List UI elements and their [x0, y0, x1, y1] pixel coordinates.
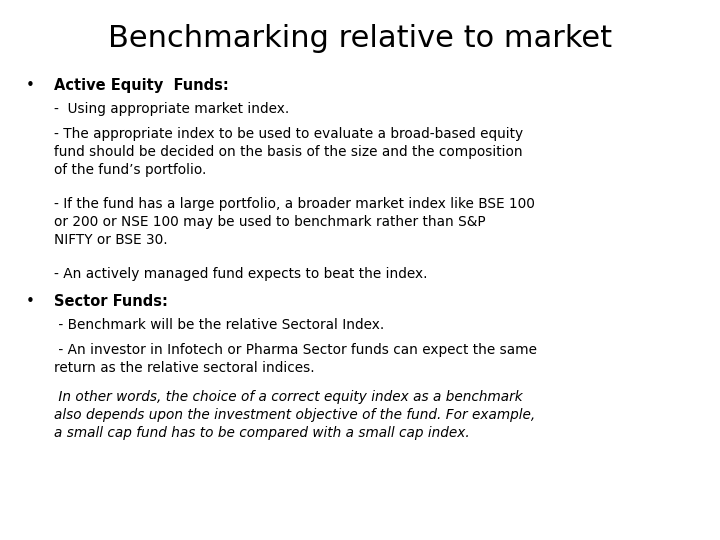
- Text: - The appropriate index to be used to evaluate a broad-based equity
fund should : - The appropriate index to be used to ev…: [54, 127, 523, 177]
- Text: In other words, the choice of a correct equity index as a benchmark
also depends: In other words, the choice of a correct …: [54, 390, 535, 440]
- Text: -  Using appropriate market index.: - Using appropriate market index.: [54, 102, 289, 116]
- Text: - An actively managed fund expects to beat the index.: - An actively managed fund expects to be…: [54, 267, 428, 281]
- Text: Benchmarking relative to market: Benchmarking relative to market: [108, 24, 612, 53]
- Text: •: •: [26, 294, 35, 309]
- Text: •: •: [26, 78, 35, 93]
- Text: Sector Funds:: Sector Funds:: [54, 294, 168, 309]
- Text: - Benchmark will be the relative Sectoral Index.: - Benchmark will be the relative Sectora…: [54, 318, 384, 332]
- Text: - If the fund has a large portfolio, a broader market index like BSE 100
or 200 : - If the fund has a large portfolio, a b…: [54, 197, 535, 247]
- Text: - An investor in Infotech or Pharma Sector funds can expect the same
return as t: - An investor in Infotech or Pharma Sect…: [54, 343, 537, 375]
- Text: Active Equity  Funds:: Active Equity Funds:: [54, 78, 229, 93]
